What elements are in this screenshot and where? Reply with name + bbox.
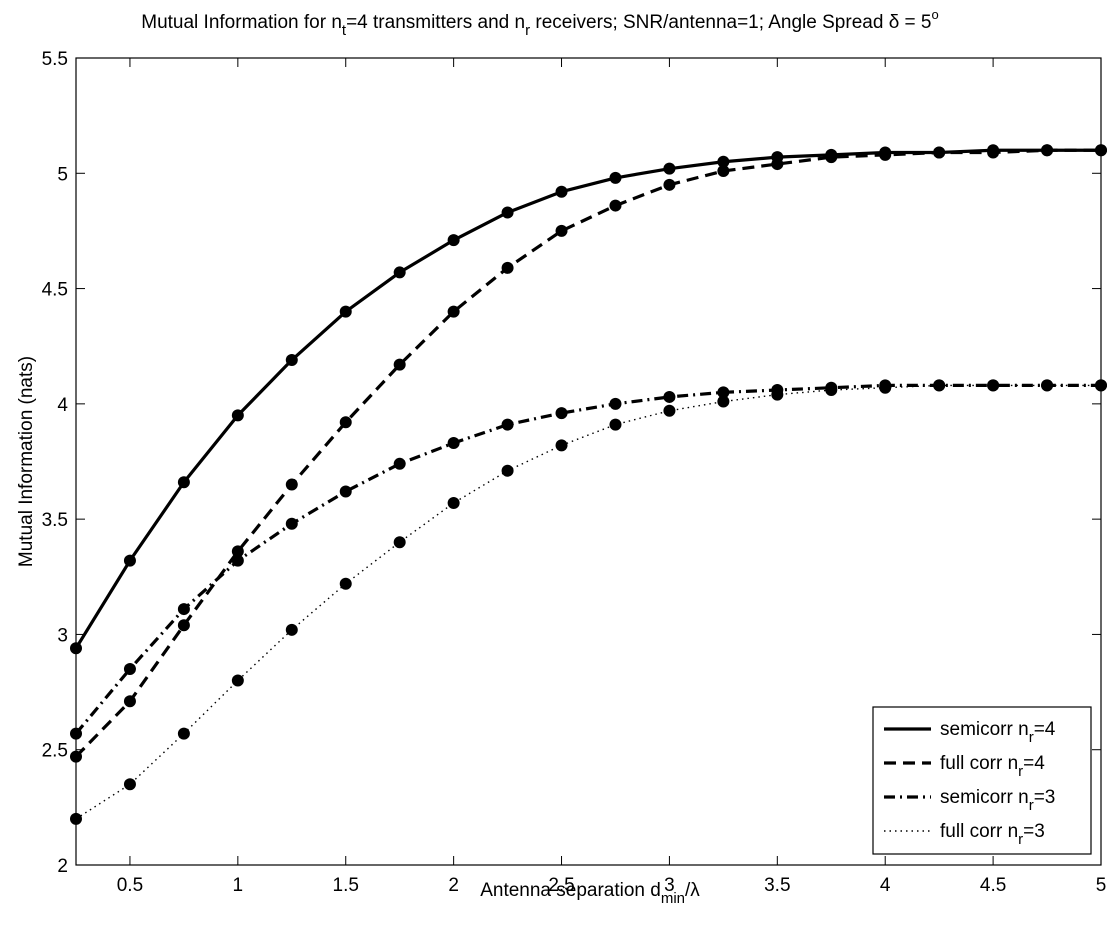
series-line-2 bbox=[74, 148, 1101, 758]
series-2-point bbox=[393, 358, 406, 371]
series-3-point bbox=[501, 418, 514, 431]
series-1-point bbox=[339, 305, 352, 318]
y-axis-label-text: Mutual Information (nats) bbox=[16, 356, 37, 567]
series-2-point bbox=[123, 695, 136, 708]
series-4-point bbox=[825, 384, 838, 397]
series-2-point bbox=[1041, 144, 1054, 157]
y-tick-label: 3 bbox=[57, 625, 68, 646]
series-2-point bbox=[177, 619, 190, 632]
x-tick-label: 2 bbox=[448, 875, 459, 896]
series-1-point bbox=[609, 171, 622, 184]
series-2-point bbox=[717, 164, 730, 177]
chart-title: Mutual Information for nt=4 transmitters… bbox=[141, 7, 938, 39]
series-2-point bbox=[285, 478, 298, 491]
series-4-point bbox=[987, 379, 1000, 392]
series-line-3 bbox=[74, 383, 1101, 735]
series-2-point bbox=[339, 416, 352, 429]
x-tick-label: 3.5 bbox=[764, 875, 790, 896]
series-3-point bbox=[177, 603, 190, 616]
series-1-point bbox=[123, 554, 136, 567]
series-1-point bbox=[555, 185, 568, 198]
x-tick-label: 1 bbox=[233, 875, 244, 896]
series-1-point bbox=[231, 409, 244, 422]
series-2-point bbox=[501, 261, 514, 274]
x-tick-label: 4.5 bbox=[980, 875, 1006, 896]
series-1-point bbox=[177, 476, 190, 489]
series-line-1 bbox=[74, 148, 1101, 650]
legend-label-3: semicorr nr=3 bbox=[940, 787, 1055, 814]
series-2-point bbox=[231, 545, 244, 558]
series-3-point bbox=[339, 485, 352, 498]
series-4-point bbox=[609, 418, 622, 431]
series-3-point bbox=[285, 517, 298, 530]
x-tick-label: 5 bbox=[1096, 875, 1107, 896]
series-4-point bbox=[663, 404, 676, 417]
series-2-point bbox=[447, 305, 460, 318]
series-1-point bbox=[393, 266, 406, 279]
legend-label-1: semicorr nr=4 bbox=[940, 719, 1056, 746]
series-2-point bbox=[987, 146, 1000, 159]
series-4-point bbox=[177, 727, 190, 740]
x-tick-label: 1.5 bbox=[333, 875, 359, 896]
series-3-point bbox=[447, 437, 460, 450]
series-1-point bbox=[501, 206, 514, 219]
y-tick-label: 2.5 bbox=[42, 741, 68, 762]
y-tick-label: 4.5 bbox=[42, 280, 68, 301]
series-3-point bbox=[555, 407, 568, 420]
x-axis-label-text: Antenna separation dmin/λ bbox=[480, 880, 700, 907]
series-4-point bbox=[447, 497, 460, 510]
series-layer bbox=[70, 144, 1107, 825]
axis-ticks: 0.5 1 1.5 2 2.5 3 3.5 4 4.5 5 2 2.5 3 3.5 4 4.5 5 5.5 bbox=[42, 49, 1107, 896]
series-4-point bbox=[123, 778, 136, 791]
series-2-point bbox=[609, 199, 622, 212]
legend-box bbox=[872, 706, 1092, 855]
y-axis-label: Mutual Information (nats) bbox=[16, 356, 37, 567]
series-1-point bbox=[285, 354, 298, 367]
series-2-point bbox=[933, 146, 946, 159]
series-4-point bbox=[555, 439, 568, 452]
series-3-point bbox=[393, 457, 406, 470]
series-1-point bbox=[663, 162, 676, 175]
series-2-point bbox=[879, 148, 892, 161]
series-4-point bbox=[231, 674, 244, 687]
y-tick-label: 3.5 bbox=[42, 510, 68, 531]
x-tick-label: 3 bbox=[664, 875, 675, 896]
y-tick-label: 4 bbox=[57, 395, 68, 416]
y-tick-label: 5.5 bbox=[42, 49, 68, 70]
series-4-point bbox=[339, 577, 352, 590]
series-1-point bbox=[447, 234, 460, 247]
y-tick-label: 5 bbox=[57, 164, 68, 185]
legend-label-4: full corr nr=3 bbox=[940, 821, 1045, 848]
series-2-point bbox=[663, 178, 676, 191]
series-2-point bbox=[825, 151, 838, 164]
x-tick-label: 2.5 bbox=[548, 875, 574, 896]
series-2-point bbox=[771, 158, 784, 171]
series-line-4 bbox=[75, 384, 1101, 820]
series-1-point bbox=[717, 155, 730, 168]
y-tick-label: 2 bbox=[57, 856, 68, 877]
series-4-point bbox=[717, 395, 730, 408]
series-3-point bbox=[717, 386, 730, 399]
series-3-point bbox=[663, 390, 676, 403]
x-tick-label: 4 bbox=[880, 875, 891, 896]
series-3-point bbox=[123, 663, 136, 676]
series-4-point bbox=[501, 464, 514, 477]
series-4-point bbox=[1041, 379, 1054, 392]
series-4-point bbox=[879, 381, 892, 394]
series-4-point bbox=[285, 623, 298, 636]
series-4-point bbox=[393, 536, 406, 549]
x-tick-label: 0.5 bbox=[117, 875, 143, 896]
series-4-point bbox=[933, 379, 946, 392]
series-3-point bbox=[609, 397, 622, 410]
x-axis-label: Antenna separation dmin/λ bbox=[480, 880, 700, 907]
series-2-point bbox=[555, 224, 568, 237]
series-4-point bbox=[771, 388, 784, 401]
legend-label-2: full corr nr=4 bbox=[940, 753, 1045, 780]
chart-title-text: Mutual Information for nt=4 transmitters… bbox=[141, 7, 938, 39]
series-3-point bbox=[231, 554, 244, 567]
legend: semicorr nr=4 full corr nr=4 semicorr nr=3… bbox=[872, 706, 1092, 855]
plot-frame bbox=[75, 57, 1102, 866]
